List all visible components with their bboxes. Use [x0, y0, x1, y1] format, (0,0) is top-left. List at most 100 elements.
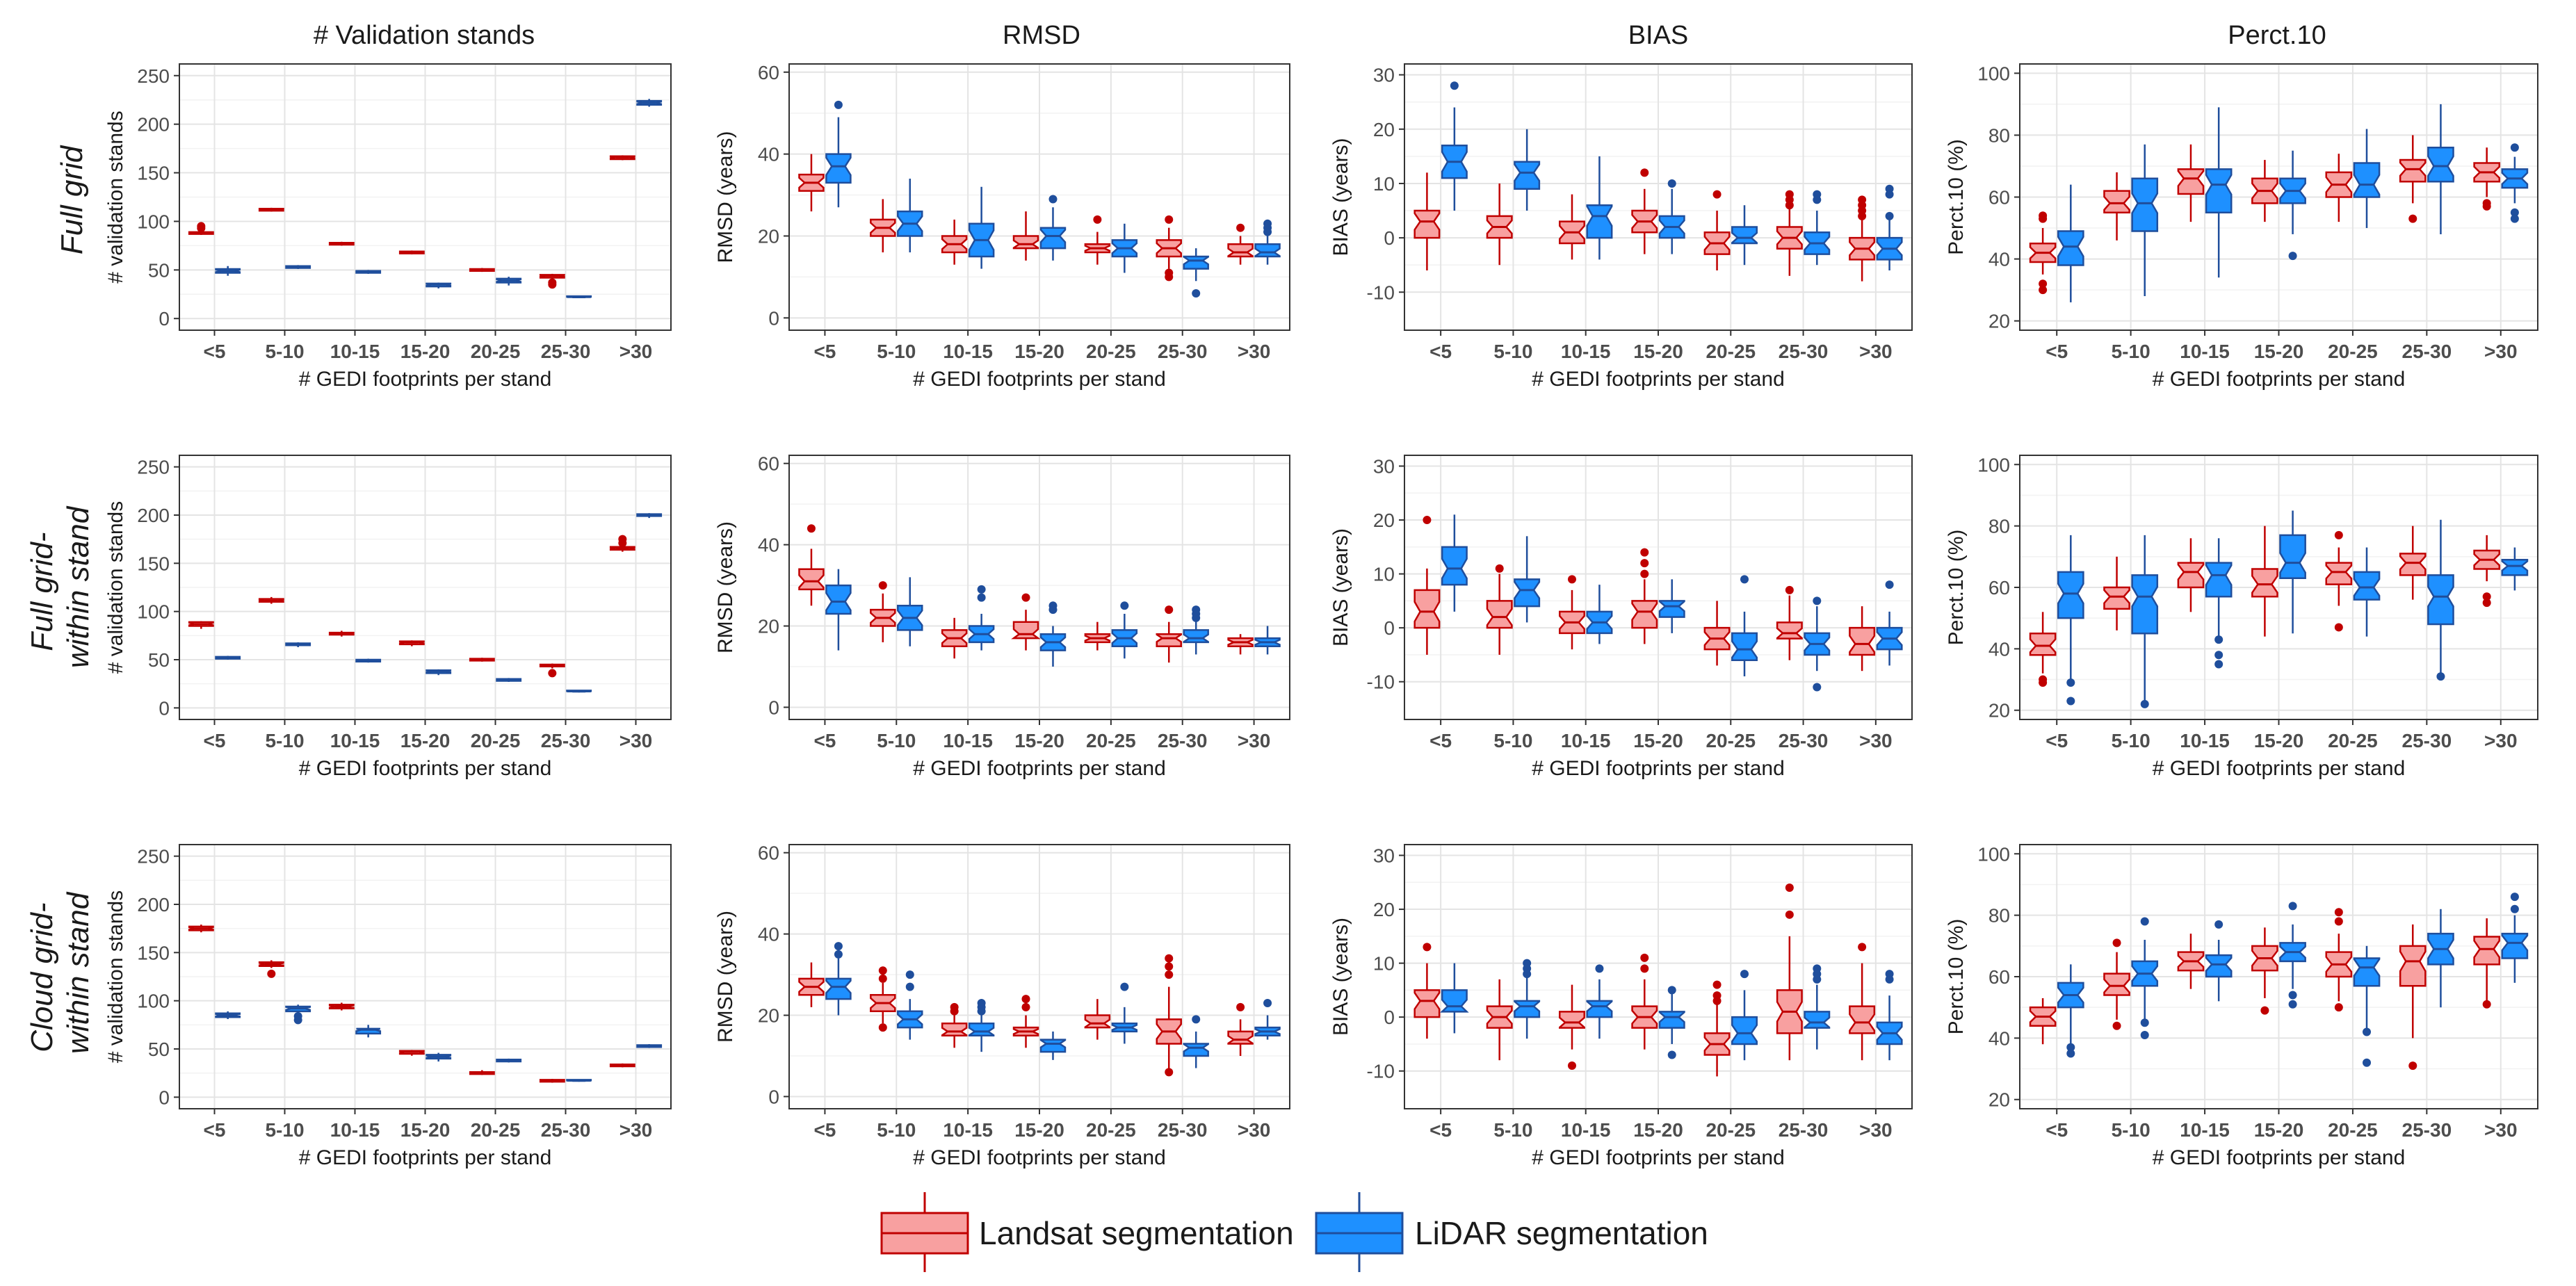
x-tick-label-gt30: >30 [2484, 1119, 2518, 1141]
box-lt5 [2029, 998, 2057, 1045]
y-tick-label: 40 [1988, 638, 2010, 660]
x-tick-label-20-25: 20-25 [1086, 341, 1136, 362]
box-25-30 [2427, 909, 2454, 1008]
box-lt5 [1413, 516, 1441, 655]
outlier-point [1263, 999, 1272, 1007]
box-5-10 [1514, 959, 1541, 1039]
box-5-10 [2131, 144, 2159, 297]
x-tick-label-15-20: 15-20 [400, 341, 451, 362]
box-body [2131, 177, 2159, 232]
box-20-25 [469, 658, 495, 662]
box-15-20 [1631, 953, 1658, 1050]
box-body [2279, 534, 2306, 579]
x-tick-label-5-10: 5-10 [1493, 730, 1532, 751]
box-5-10 [870, 581, 896, 642]
series-landsat [798, 154, 1254, 282]
x-tick-label-lt5: <5 [204, 1119, 226, 1141]
box-body [2103, 972, 2130, 996]
row-label-full-grid-line1: Full grid [55, 145, 89, 254]
box-5-10 [258, 960, 284, 978]
y-tick-label: 20 [1988, 1089, 2010, 1111]
outlier-point [1021, 1002, 1030, 1011]
series-lidar [825, 100, 1281, 298]
box-gt30 [2473, 147, 2501, 211]
outlier-point [2334, 917, 2343, 926]
box-5-10 [285, 265, 311, 269]
box-lt5 [215, 266, 241, 276]
box-20-25 [2325, 908, 2353, 1012]
y-tick-label: 150 [137, 942, 170, 963]
outlier-point [1165, 1068, 1174, 1077]
box-body [1586, 1000, 1613, 1018]
x-tick-label-gt30: >30 [619, 730, 653, 751]
y-tick-label: 150 [137, 553, 170, 574]
outlier-point [1236, 223, 1245, 232]
box-15-20 [398, 250, 425, 254]
outlier-point [2214, 651, 2223, 660]
x-tick-label-gt30: >30 [2484, 341, 2518, 362]
box-25-30 [1804, 190, 1831, 266]
box-body [2325, 562, 2353, 585]
panel-border [2019, 63, 2538, 331]
box-body [2427, 146, 2454, 183]
outlier-point [977, 1007, 986, 1016]
box-20-25 [2325, 154, 2353, 222]
box-20-25 [1084, 621, 1111, 651]
box-5-10 [870, 966, 896, 1032]
box-body [2131, 574, 2159, 635]
y-axis-label: BIAS (years) [1329, 138, 1352, 256]
x-tick-label-lt5: <5 [1429, 341, 1452, 362]
x-tick-label-25-30: 25-30 [541, 1119, 591, 1141]
box-5-10 [897, 970, 923, 1040]
x-axis-label: # GEDI footprints per stand [2153, 1146, 2406, 1169]
x-tick-label-15-20: 15-20 [1014, 1119, 1064, 1141]
box-20-25 [469, 1070, 495, 1075]
outlier-point [2140, 917, 2149, 926]
outlier-point [1740, 970, 1749, 979]
box-15-20 [398, 640, 425, 646]
y-tick-label: 0 [159, 1086, 170, 1108]
box-body [2205, 168, 2233, 214]
outlier-point [1048, 605, 1058, 614]
box-lt5 [1441, 514, 1468, 612]
y-tick-label: 250 [137, 846, 170, 868]
outlier-point [807, 524, 816, 533]
x-tick-label-15-20: 15-20 [1633, 1119, 1683, 1141]
outlier-point [1640, 168, 1649, 177]
row-label-full-grid-within-stand: Full grid- within stand [25, 505, 95, 668]
outlier-point [1165, 954, 1174, 963]
box-5-10 [1486, 979, 1513, 1061]
box-10-15 [941, 617, 968, 659]
x-tick-label-5-10: 5-10 [265, 1119, 304, 1141]
outlier-point [1885, 580, 1894, 589]
box-body [1183, 629, 1209, 644]
series-lidar [1441, 514, 1903, 692]
y-tick-label: 40 [758, 144, 779, 165]
outlier-point [1093, 215, 1102, 224]
box-body [2205, 562, 2233, 598]
y-tick-label: 20 [1373, 510, 1395, 531]
box-gt30 [1254, 626, 1281, 655]
box-25-30 [1183, 248, 1209, 298]
outlier-point [1640, 964, 1649, 973]
outlier-point [2140, 1030, 2149, 1039]
box-15-20 [426, 282, 452, 288]
box-body [2177, 562, 2205, 589]
box-body [2103, 586, 2130, 610]
y-tick-label: 60 [758, 843, 779, 864]
y-tick-label: 0 [159, 697, 170, 719]
panel-border [1404, 455, 1913, 720]
y-tick-label: 40 [1988, 1027, 2010, 1049]
box-body [2399, 158, 2427, 183]
y-tick-label: 0 [768, 1086, 779, 1107]
series-landsat [188, 925, 635, 1083]
y-tick-label: 20 [1988, 311, 2010, 332]
box-gt30 [1849, 943, 1876, 1061]
box-20-25 [1703, 190, 1731, 271]
y-tick-label: 100 [137, 601, 170, 623]
outlier-point [1813, 975, 1822, 984]
x-tick-label-10-15: 10-15 [943, 730, 993, 751]
box-lt5 [215, 1011, 241, 1020]
box-15-20 [1658, 986, 1685, 1059]
x-axis-label: # GEDI footprints per stand [913, 368, 1166, 391]
